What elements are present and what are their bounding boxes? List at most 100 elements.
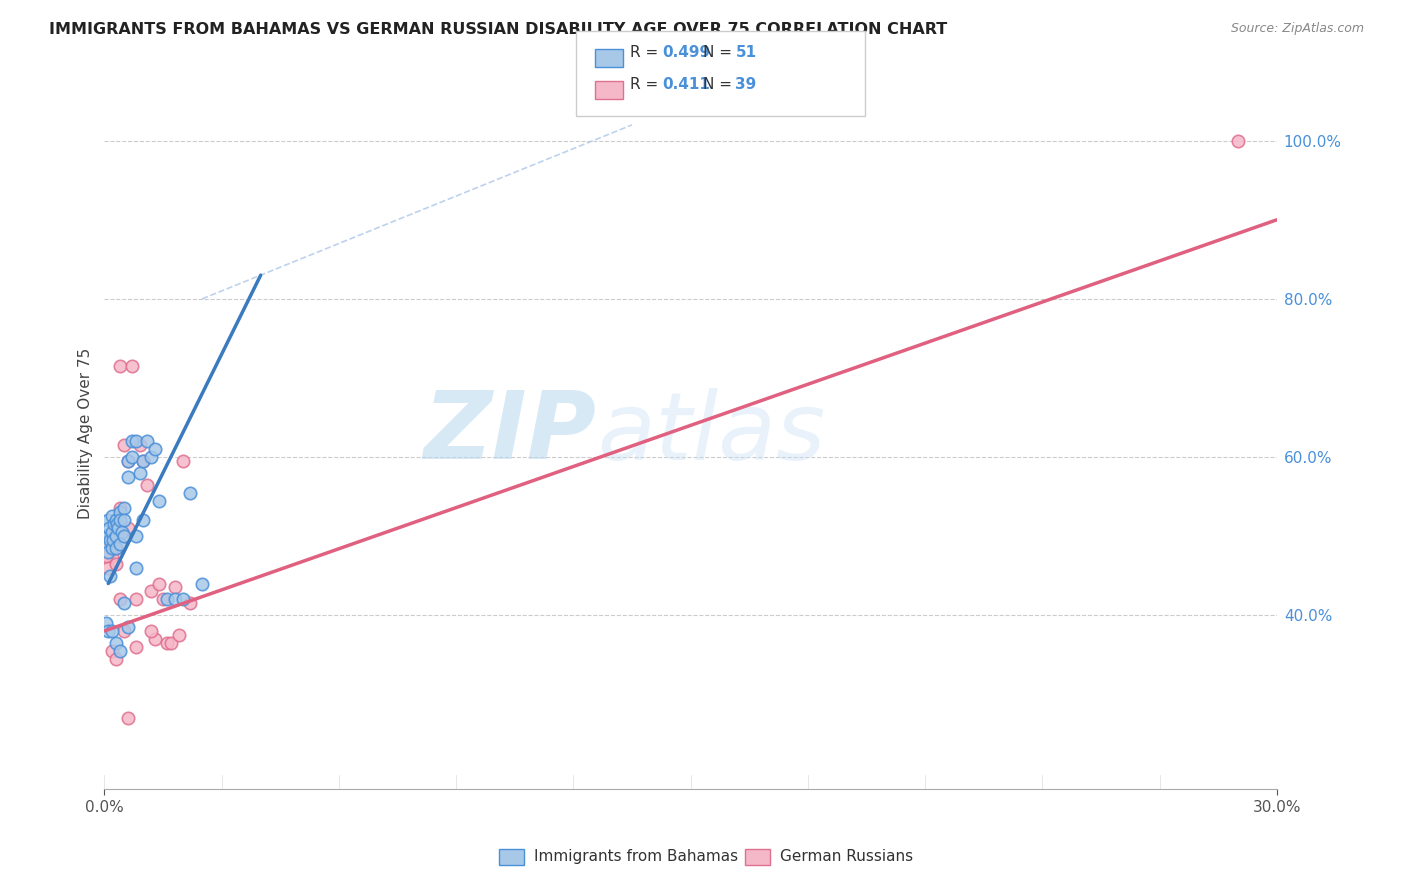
- Point: [117, 711, 139, 725]
- Point: [101, 525, 124, 540]
- Point: [96, 616, 118, 631]
- Point: [97, 513, 120, 527]
- Point: [132, 454, 155, 468]
- Point: [179, 596, 201, 610]
- Point: [172, 592, 194, 607]
- Point: [156, 636, 179, 650]
- Point: [101, 624, 124, 638]
- Point: [163, 581, 186, 595]
- Point: [97, 549, 120, 563]
- Point: [97, 533, 120, 547]
- Point: [172, 454, 194, 468]
- Point: [105, 651, 128, 665]
- Point: [108, 644, 131, 658]
- Point: [105, 557, 128, 571]
- Point: [143, 442, 166, 456]
- Text: Source: ZipAtlas.com: Source: ZipAtlas.com: [1230, 22, 1364, 36]
- Text: R =: R =: [630, 45, 664, 60]
- Point: [132, 513, 155, 527]
- Point: [107, 521, 129, 535]
- Text: Immigrants from Bahamas: Immigrants from Bahamas: [534, 849, 738, 864]
- Point: [128, 438, 150, 452]
- Point: [191, 576, 214, 591]
- Point: [101, 509, 124, 524]
- Point: [152, 592, 174, 607]
- Point: [124, 592, 146, 607]
- Text: N =: N =: [703, 45, 737, 60]
- Point: [167, 628, 190, 642]
- Point: [96, 529, 118, 543]
- Point: [108, 359, 131, 373]
- Point: [98, 529, 121, 543]
- Point: [108, 505, 131, 519]
- Point: [141, 584, 163, 599]
- Point: [136, 434, 159, 449]
- Point: [111, 525, 134, 540]
- Point: [97, 560, 120, 574]
- Point: [124, 560, 146, 574]
- Point: [98, 533, 121, 547]
- Point: [121, 450, 143, 464]
- Point: [112, 513, 135, 527]
- Text: 0.411: 0.411: [662, 78, 710, 92]
- Point: [148, 493, 170, 508]
- Point: [97, 545, 120, 559]
- Text: 0.499: 0.499: [662, 45, 710, 60]
- Point: [159, 636, 181, 650]
- Point: [107, 525, 129, 540]
- Point: [112, 624, 135, 638]
- Point: [136, 477, 159, 491]
- Text: German Russians: German Russians: [780, 849, 914, 864]
- Point: [124, 640, 146, 654]
- Text: R =: R =: [630, 78, 668, 92]
- Point: [97, 624, 120, 638]
- Point: [117, 454, 139, 468]
- Text: ZIP: ZIP: [425, 387, 596, 479]
- Text: N =: N =: [703, 78, 737, 92]
- Point: [101, 529, 124, 543]
- Text: 39: 39: [735, 78, 756, 92]
- Point: [117, 521, 139, 535]
- Point: [141, 450, 163, 464]
- Point: [117, 620, 139, 634]
- Y-axis label: Disability Age Over 75: Disability Age Over 75: [79, 348, 93, 519]
- Point: [108, 537, 131, 551]
- Point: [105, 541, 128, 555]
- Point: [121, 434, 143, 449]
- Point: [105, 529, 128, 543]
- Point: [124, 529, 146, 543]
- Point: [96, 533, 118, 547]
- Point: [117, 454, 139, 468]
- Point: [101, 533, 124, 547]
- Point: [112, 501, 135, 516]
- Point: [101, 549, 124, 563]
- Point: [96, 549, 118, 563]
- Point: [163, 592, 186, 607]
- Point: [97, 529, 120, 543]
- Point: [156, 592, 179, 607]
- Point: [132, 454, 155, 468]
- Point: [108, 501, 131, 516]
- Point: [128, 466, 150, 480]
- Point: [105, 541, 128, 555]
- Point: [124, 434, 146, 449]
- Point: [143, 632, 166, 646]
- Text: 51: 51: [735, 45, 756, 60]
- Point: [96, 537, 118, 551]
- Text: atlas: atlas: [596, 388, 825, 479]
- Point: [112, 529, 135, 543]
- Point: [112, 529, 135, 543]
- Point: [141, 624, 163, 638]
- Point: [1226, 134, 1249, 148]
- Point: [105, 517, 128, 532]
- Point: [108, 513, 131, 527]
- Point: [112, 438, 135, 452]
- Point: [105, 513, 128, 527]
- Point: [105, 636, 128, 650]
- Point: [108, 592, 131, 607]
- Point: [101, 541, 124, 555]
- Text: IMMIGRANTS FROM BAHAMAS VS GERMAN RUSSIAN DISABILITY AGE OVER 75 CORRELATION CHA: IMMIGRANTS FROM BAHAMAS VS GERMAN RUSSIA…: [49, 22, 948, 37]
- Point: [98, 521, 121, 535]
- Point: [148, 576, 170, 591]
- Point: [121, 359, 143, 373]
